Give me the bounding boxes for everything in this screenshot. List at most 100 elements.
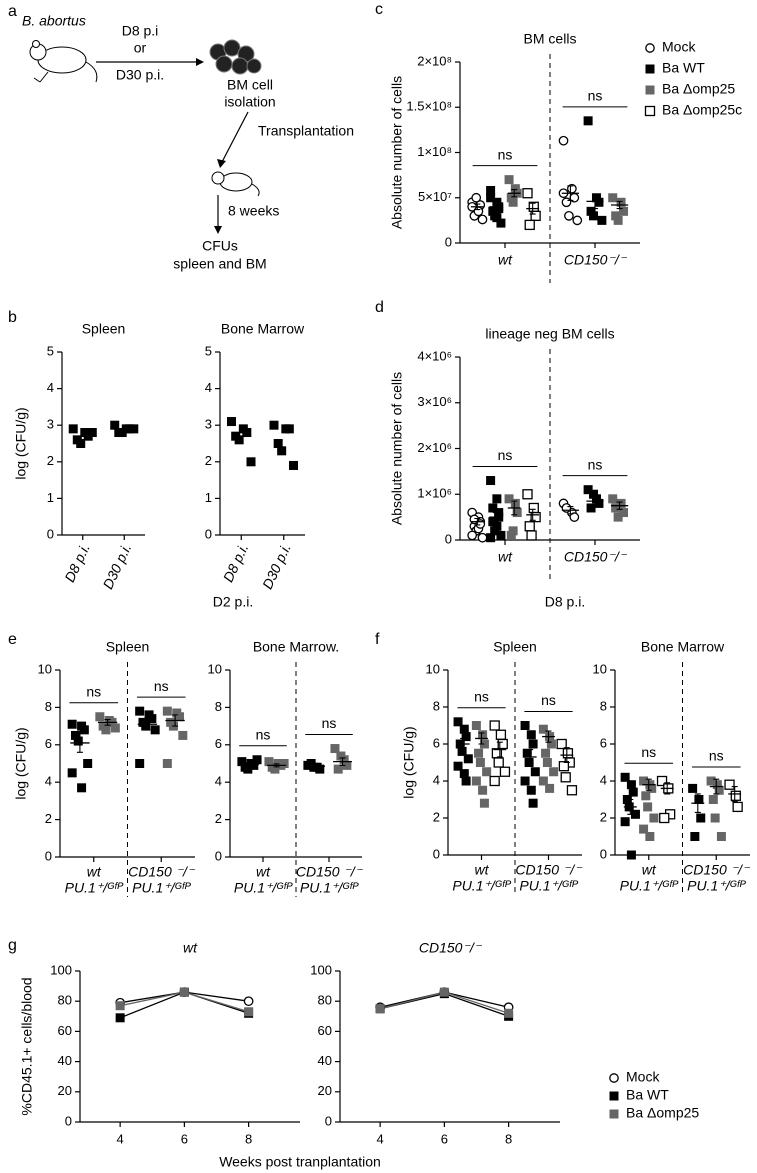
error-bar: [104, 719, 111, 726]
error-bar: [731, 786, 738, 802]
data-point: [289, 460, 299, 470]
data-point: [461, 776, 471, 786]
y-tick-label: 5×10⁷: [418, 189, 452, 204]
data-point: [486, 476, 496, 486]
data-point: [611, 211, 621, 221]
data-point: [644, 105, 656, 117]
data-point: [478, 785, 488, 795]
error-bar: [616, 200, 623, 210]
panel-letter: b: [8, 309, 17, 326]
data-point: [73, 736, 83, 746]
data-point: [486, 193, 496, 203]
data-point: [479, 798, 489, 808]
error-bar: [567, 506, 574, 515]
y-tick-label: 10: [426, 661, 440, 676]
data-point: [619, 206, 629, 216]
y-tick-label: 6: [433, 735, 440, 750]
y-tick-label: 4: [600, 772, 607, 787]
data-point: [246, 457, 256, 467]
y-tick-label: 20: [318, 1083, 332, 1098]
data-point: [659, 812, 670, 824]
data-point: [522, 188, 533, 199]
error-bar: [474, 203, 481, 211]
y-tick-label: 4: [47, 380, 54, 395]
x-tick-label: PU.1⁺/ᴳᶠᴾ: [132, 880, 191, 896]
data-point: [490, 526, 500, 536]
data-point: [591, 193, 601, 203]
data-point: [569, 512, 580, 522]
data-point: [249, 760, 259, 770]
data-point: [546, 739, 556, 749]
data-point: [641, 791, 651, 801]
data-point: [645, 832, 655, 841]
data-point: [586, 503, 596, 513]
data-point: [564, 211, 574, 221]
error-bar: [664, 782, 671, 795]
data-point: [520, 721, 530, 730]
data-point: [150, 725, 160, 735]
data-point: [589, 211, 599, 221]
data-point: [522, 748, 532, 758]
data-point: [315, 764, 325, 774]
data-point: [710, 813, 720, 823]
error-bar: [529, 508, 536, 521]
legend-label: Ba Δomp25: [662, 81, 735, 97]
header: D8 p.i.: [545, 594, 585, 610]
error-bar: [312, 764, 319, 768]
data-point: [589, 489, 599, 499]
data-point: [178, 730, 188, 740]
data-point: [110, 723, 120, 733]
x-tick-label: CD150 ⁻/⁻: [515, 862, 583, 878]
significance-label: ns: [256, 726, 271, 742]
error-bar: [172, 714, 179, 727]
data-point: [273, 439, 283, 448]
data-point: [439, 987, 449, 997]
x-tick-label: wt: [642, 862, 657, 878]
data-point: [336, 751, 346, 761]
data-point: [706, 776, 716, 786]
error-bar: [627, 798, 634, 815]
data-point: [545, 783, 555, 793]
data-point: [626, 850, 636, 860]
y-tick-label: 1×10⁶: [417, 486, 452, 501]
data-point: [724, 779, 735, 790]
data-point: [620, 817, 630, 827]
data-point: [586, 206, 596, 216]
data-point: [639, 824, 649, 834]
data-point: [643, 802, 653, 812]
data-point: [549, 767, 559, 777]
chart-title: CD150⁻/⁻: [419, 940, 483, 956]
data-point: [467, 530, 478, 541]
data-point: [488, 206, 498, 216]
data-point: [504, 1008, 514, 1018]
data-point: [83, 759, 93, 768]
data-point: [68, 424, 78, 434]
data-point: [492, 197, 502, 207]
data-point: [630, 809, 640, 819]
y-tick-label: 60: [58, 1023, 72, 1038]
data-point: [512, 508, 522, 518]
y-tick-label: 8: [215, 699, 222, 714]
error-bar: [511, 500, 518, 516]
significance-label: ns: [322, 715, 337, 731]
significance-label: ns: [498, 447, 513, 463]
step: Transplantation: [258, 123, 354, 139]
data-point: [528, 502, 539, 514]
y-tick-label: 40: [318, 1053, 332, 1068]
chart-title: Bone Marrow.: [253, 639, 339, 655]
data-point: [508, 526, 518, 536]
readout: CFUs: [202, 238, 238, 254]
data-point: [647, 783, 657, 793]
data-point: [613, 512, 623, 522]
data-point: [482, 767, 492, 777]
data-point: [594, 498, 604, 508]
data-point: [530, 511, 541, 523]
data-point: [583, 116, 593, 126]
chart-title: lineage neg BM cells: [485, 326, 614, 342]
x-tick-label: PU.1⁺/ᴳᶠᴾ: [65, 880, 124, 896]
panel-letter: g: [8, 937, 17, 954]
data-point: [619, 508, 629, 518]
organism: B. abortus: [22, 13, 86, 29]
data-point: [561, 503, 572, 513]
y-tick-label: 3×10⁶: [417, 394, 452, 409]
